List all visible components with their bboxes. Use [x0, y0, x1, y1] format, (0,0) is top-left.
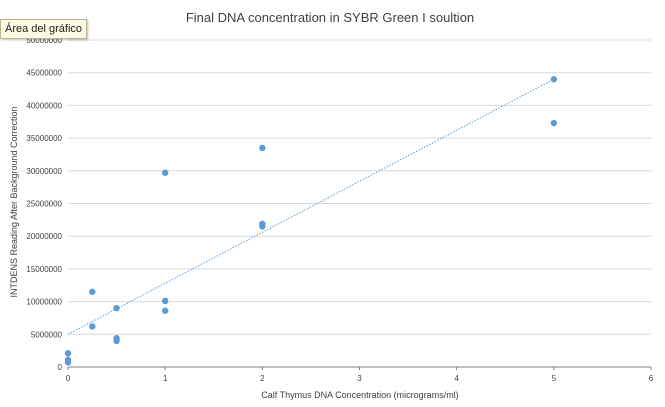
data-point[interactable]: [161, 297, 169, 305]
y-tick-label: 35000000: [26, 134, 62, 143]
x-tick-label: 3: [357, 374, 362, 383]
data-point[interactable]: [64, 359, 72, 366]
y-tick-label: 50000000: [26, 36, 62, 45]
x-axis-ticks: 0 1 2 3 4 5 6: [66, 367, 654, 383]
y-tick-label: 15000000: [26, 265, 62, 274]
y-axis-label: INTDENS Reading After Background Correct…: [9, 106, 19, 297]
trendline[interactable]: [67, 78, 555, 335]
y-axis-ticks: 0 5000000 10000000 15000000 20000000 25000000…: [26, 36, 62, 372]
chart-area-tooltip: Área del gráfico: [0, 19, 88, 39]
data-point[interactable]: [161, 307, 169, 314]
x-tick-label: 2: [260, 374, 265, 383]
y-tick-label: 0: [58, 363, 63, 372]
x-tick-label: 6: [649, 374, 654, 383]
x-tick-label: 0: [66, 374, 71, 383]
data-points[interactable]: [64, 76, 558, 366]
data-point[interactable]: [113, 337, 120, 345]
data-point[interactable]: [550, 119, 558, 127]
y-tick-label: 45000000: [26, 69, 62, 78]
x-tick-label: 1: [163, 374, 168, 383]
y-tick-label: 40000000: [26, 101, 62, 110]
data-point[interactable]: [89, 288, 96, 295]
y-tick-label: 25000000: [26, 200, 62, 209]
y-tick-label: 30000000: [26, 167, 62, 176]
data-point[interactable]: [259, 223, 266, 230]
x-axis-label: Calf Thymus DNA Concentration (microgram…: [261, 390, 458, 400]
x-tick-label: 4: [454, 374, 459, 383]
data-point[interactable]: [113, 304, 120, 312]
chart-title: Final DNA concentration in SYBR Green I …: [186, 10, 474, 25]
gridlines: [68, 39, 651, 368]
data-point[interactable]: [64, 350, 72, 357]
y-tick-label: 10000000: [26, 298, 62, 307]
data-point[interactable]: [89, 323, 96, 330]
x-tick-label: 5: [552, 374, 557, 383]
trendline-group[interactable]: [67, 78, 555, 335]
y-tick-label: 5000000: [31, 330, 63, 339]
data-point[interactable]: [259, 144, 266, 152]
data-point[interactable]: [550, 76, 558, 83]
y-tick-label: 20000000: [26, 232, 62, 241]
data-point[interactable]: [161, 169, 169, 176]
